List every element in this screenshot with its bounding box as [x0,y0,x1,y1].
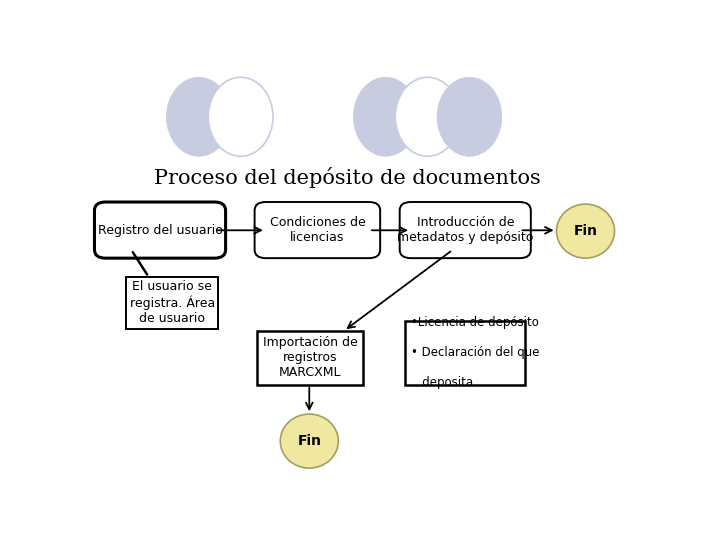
Ellipse shape [208,77,273,156]
Ellipse shape [437,77,502,156]
Text: •Licencia de depósito

• Declaración del que

   deposita: •Licencia de depósito • Declaración del … [411,316,539,389]
Text: El usuario se
registra. Área
de usuario: El usuario se registra. Área de usuario [130,280,215,325]
Ellipse shape [557,204,615,258]
Text: Fin: Fin [297,434,321,448]
Ellipse shape [166,77,231,156]
FancyBboxPatch shape [94,202,225,258]
Text: Introducción de
metadatos y depósito: Introducción de metadatos y depósito [397,216,534,244]
FancyBboxPatch shape [258,331,364,385]
Text: Registro del usuario: Registro del usuario [98,224,222,237]
FancyBboxPatch shape [126,277,218,329]
Text: Condiciones de
licencias: Condiciones de licencias [269,216,365,244]
Ellipse shape [395,77,460,156]
Text: Proceso del depósito de documentos: Proceso del depósito de documentos [154,167,541,188]
FancyBboxPatch shape [255,202,380,258]
Text: Importación de
registros
MARCXML: Importación de registros MARCXML [263,336,358,380]
Ellipse shape [354,77,418,156]
FancyBboxPatch shape [405,321,526,385]
Text: Fin: Fin [574,224,598,238]
Ellipse shape [280,414,338,468]
FancyBboxPatch shape [400,202,531,258]
